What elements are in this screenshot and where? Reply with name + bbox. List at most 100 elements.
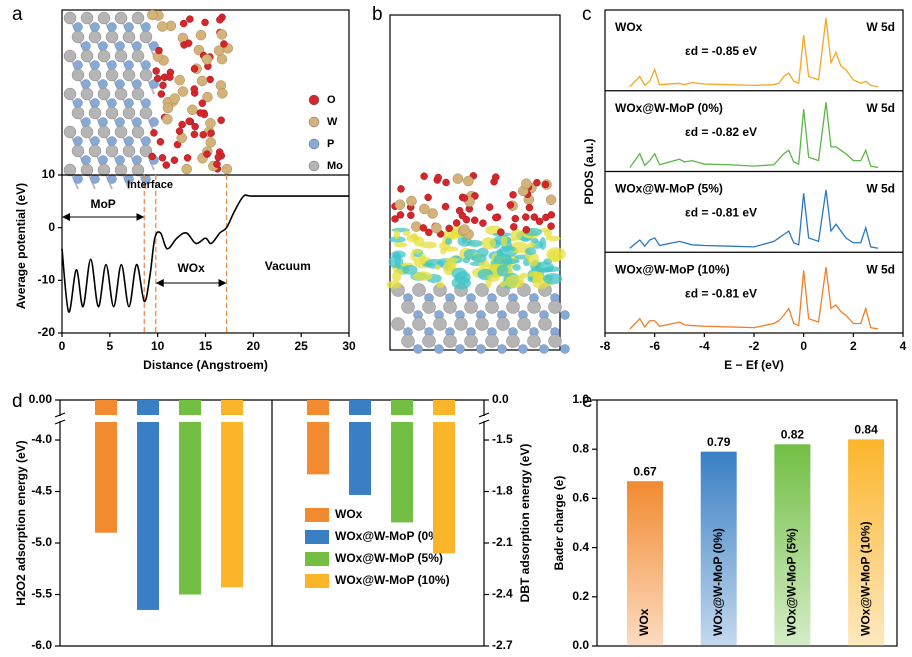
annotation: MoP xyxy=(90,197,115,211)
x-tick-label: -2 xyxy=(749,339,760,353)
atom-p xyxy=(90,22,100,32)
legend-swatch xyxy=(305,508,329,522)
atom-legend-label: O xyxy=(327,94,336,106)
atom-o xyxy=(511,214,520,223)
atom-p xyxy=(124,98,134,108)
atom-o xyxy=(201,18,209,27)
atom-o xyxy=(485,203,494,211)
atom-o xyxy=(445,224,453,233)
atom-w xyxy=(521,178,532,189)
bar xyxy=(391,422,413,523)
atom-o xyxy=(173,140,182,149)
atom-p xyxy=(73,60,83,70)
atom-p xyxy=(90,174,100,184)
atom-p xyxy=(98,155,108,165)
atom-mo xyxy=(139,144,153,158)
atom-o xyxy=(159,81,167,90)
y-tick-label: 10 xyxy=(42,167,56,181)
atom-w xyxy=(169,93,180,104)
atom-w xyxy=(213,45,225,56)
y-tick-label: -4.5 xyxy=(31,484,52,498)
atom-mo xyxy=(422,334,436,348)
atom-o xyxy=(424,193,432,202)
atom-o xyxy=(455,206,464,215)
charge-depletion xyxy=(509,246,516,251)
legend-swatch xyxy=(305,530,329,544)
series-label: WOx xyxy=(615,20,643,34)
atom-mo xyxy=(485,334,499,348)
atom-mo xyxy=(548,334,562,348)
atom-o xyxy=(460,194,469,202)
panel-label: a xyxy=(12,4,23,25)
atom-p xyxy=(98,41,108,51)
atom-p xyxy=(107,22,117,32)
charge-accumulation xyxy=(532,270,544,284)
charge-depletion xyxy=(539,236,547,250)
atom-mo xyxy=(88,144,102,158)
atom-w xyxy=(202,91,213,103)
panel-label: c xyxy=(582,4,592,25)
charge-accumulation xyxy=(543,229,553,238)
atom-o xyxy=(207,129,215,137)
bar-stub xyxy=(391,400,413,415)
bar xyxy=(627,481,663,646)
atom-p xyxy=(81,155,91,165)
y-tick-label: -20 xyxy=(38,325,56,339)
atom-o xyxy=(452,219,461,227)
atom-o xyxy=(150,129,158,137)
pdos-line xyxy=(629,102,879,169)
atom-o xyxy=(547,222,555,230)
atom-mo xyxy=(131,125,145,139)
bar-stub xyxy=(137,400,159,415)
atom-p xyxy=(132,79,142,89)
orbital-label: W 5d xyxy=(866,101,895,115)
charge-accumulation xyxy=(393,242,408,248)
atom-w xyxy=(431,222,442,234)
atom-mo xyxy=(131,11,145,25)
charge-accumulation xyxy=(527,242,536,249)
atom-mo xyxy=(80,125,94,139)
atom-o xyxy=(479,219,487,227)
panel-label: d xyxy=(12,391,23,412)
atom-mo xyxy=(114,163,128,177)
charge-accumulation xyxy=(393,229,401,240)
legend-label: WOx xyxy=(335,507,363,521)
atom-mo xyxy=(517,317,531,331)
atom-w xyxy=(177,86,189,97)
legend-swatch xyxy=(305,574,329,588)
axis-break-mark xyxy=(54,412,66,418)
atom-o xyxy=(506,201,515,209)
atom-mo xyxy=(97,87,111,101)
axis-break-gap xyxy=(478,416,490,421)
charge-accumulation xyxy=(411,248,422,254)
atom-legend-label: W xyxy=(327,116,338,128)
atom-o xyxy=(522,225,531,234)
charge-accumulation xyxy=(434,264,441,270)
charge-accumulation xyxy=(447,260,457,272)
atom-o xyxy=(156,138,165,146)
atom-legend-marker xyxy=(308,138,320,150)
atom-mo xyxy=(122,144,136,158)
atom-p xyxy=(81,117,91,127)
atom-mo xyxy=(412,317,426,331)
atom-p xyxy=(124,136,134,146)
atom-p xyxy=(115,41,125,51)
atom-mo xyxy=(63,163,77,177)
atom-p xyxy=(98,117,108,127)
atom-w xyxy=(394,199,406,210)
bar xyxy=(307,422,329,475)
x-tick-label: 30 xyxy=(342,339,356,353)
atom-mo xyxy=(80,87,94,101)
atom-w xyxy=(205,137,216,148)
x-tick-label: 4 xyxy=(900,339,907,353)
charge-depletion xyxy=(391,250,406,259)
atom-w xyxy=(181,163,192,175)
atom-mo xyxy=(88,106,102,120)
atom-o xyxy=(216,16,224,24)
value-label: 0.79 xyxy=(707,435,731,449)
atom-o xyxy=(492,173,500,181)
atom-mo xyxy=(122,30,136,44)
atom-mo xyxy=(464,334,478,348)
atom-o xyxy=(442,178,450,187)
orbital-label: W 5d xyxy=(866,182,895,196)
